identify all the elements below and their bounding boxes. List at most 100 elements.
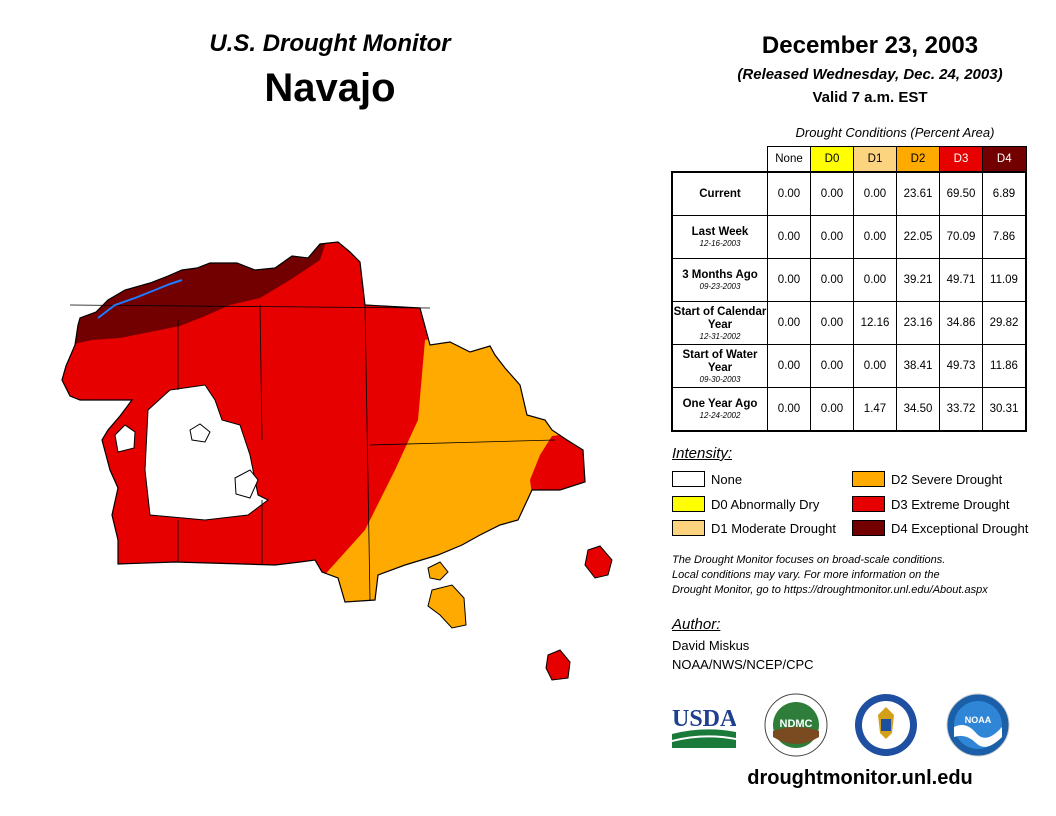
row-date: 12-31-2002 <box>699 331 741 341</box>
usda-logo: USDA <box>672 700 738 750</box>
table-cell: 0.00 <box>767 215 811 259</box>
table-cell: 0.00 <box>810 344 854 388</box>
disclaimer-line: Local conditions may vary. For more info… <box>672 569 940 581</box>
table-cell: 0.00 <box>810 215 854 259</box>
row-label: Current <box>671 171 768 216</box>
noaa-logo-icon: NOAA <box>946 693 1010 757</box>
legend-label: D1 Moderate Drought <box>711 520 837 536</box>
table-cell: 33.72 <box>939 387 983 432</box>
row-label: One Year Ago 12-24-2002 <box>671 387 768 432</box>
satellite-area-south <box>545 649 571 681</box>
table-caption: Drought Conditions (Percent Area) <box>795 125 995 140</box>
table-cell: 49.73 <box>939 344 983 388</box>
table-cell: 0.00 <box>767 171 811 216</box>
col-d1: D1 <box>853 146 897 173</box>
legend-label: D2 Severe Drought <box>891 471 1003 487</box>
table-cell: 22.05 <box>896 215 940 259</box>
table-cell: 0.00 <box>767 344 811 388</box>
commerce-seal-icon <box>855 694 917 756</box>
disclaimer-line: The Drought Monitor focuses on broad-sca… <box>672 554 946 566</box>
table-cell: 7.86 <box>982 215 1027 259</box>
col-d3: D3 <box>939 146 983 173</box>
table-cell: 34.50 <box>896 387 940 432</box>
legend-swatch <box>672 520 705 536</box>
table-header-row: None D0 D1 D2 D3 D4 <box>672 146 1027 173</box>
ndmc-logo-icon: NDMC <box>764 693 828 757</box>
legend-swatch <box>672 496 705 512</box>
satellite-area-small <box>427 561 449 581</box>
release-date: (Released Wednesday, Dec. 24, 2003) <box>737 66 1003 83</box>
row-label: 3 Months Ago 09-23-2003 <box>671 258 768 302</box>
table-row: Last Week 12-16-2003 0.00 0.00 0.00 22.05… <box>671 215 1027 259</box>
table-cell: 0.00 <box>853 171 897 216</box>
table-cell: 0.00 <box>810 171 854 216</box>
table-row: Current 0.00 0.00 0.00 23.61 69.50 6.89 <box>671 171 1027 216</box>
row-label: Start of Calendar Year 12-31-2002 <box>671 301 768 345</box>
drought-stats-table: None D0 D1 D2 D3 D4 Current 0.00 0.00 0.… <box>671 146 1027 432</box>
colorado-river <box>97 279 183 319</box>
table-cell: 70.09 <box>939 215 983 259</box>
ndmc-logo-text: NDMC <box>780 718 813 730</box>
legend-swatch <box>852 496 885 512</box>
col-d0: D0 <box>810 146 854 173</box>
table-cell: 0.00 <box>810 301 854 345</box>
table-cell: 0.00 <box>767 301 811 345</box>
noaa-logo: NOAA <box>946 693 1010 757</box>
table-cell: 0.00 <box>853 258 897 302</box>
table-cell: 29.82 <box>982 301 1027 345</box>
reservation-outline <box>61 241 586 603</box>
drought-map <box>61 241 613 681</box>
author-title: Author: <box>672 616 721 633</box>
table-cell: 0.00 <box>810 258 854 302</box>
table-cell: 0.00 <box>767 387 811 432</box>
table-cell: 11.86 <box>982 344 1027 388</box>
legend-swatch <box>672 471 705 487</box>
region-name: Navajo <box>264 66 396 110</box>
table-row: Start of Calendar Year 12-31-2002 0.00 0.… <box>671 301 1027 345</box>
table-cell: 1.47 <box>853 387 897 432</box>
row-date: 09-30-2003 <box>699 374 741 384</box>
noaa-logo-text: NOAA <box>965 715 992 725</box>
table-cell: 0.00 <box>767 258 811 302</box>
legend-item-none: None <box>672 471 742 487</box>
legend-item-d1: D1 Moderate Drought <box>672 520 836 536</box>
legend-item-d4: D4 Exceptional Drought <box>852 520 1028 536</box>
table-cell: 69.50 <box>939 171 983 216</box>
legend-label: D3 Extreme Drought <box>891 496 1010 512</box>
col-d4: D4 <box>982 146 1027 173</box>
legend-label: D0 Abnormally Dry <box>711 496 820 512</box>
usda-logo-icon: USDA <box>672 706 738 748</box>
row-date: 12-24-2002 <box>699 411 741 420</box>
row-date: 12-16-2003 <box>699 239 741 248</box>
table-row: One Year Ago 12-24-2002 0.00 0.00 1.47 34… <box>671 387 1027 432</box>
satellite-area-ramah <box>427 584 467 629</box>
col-none: None <box>767 146 811 173</box>
table-cell: 23.61 <box>896 171 940 216</box>
table-cell: 11.09 <box>982 258 1027 302</box>
legend-label: None <box>711 471 743 487</box>
ndmc-logo: NDMC <box>764 693 828 757</box>
legend-item-d3: D3 Extreme Drought <box>852 496 1010 512</box>
legend-label: D4 Exceptional Drought <box>891 520 1029 536</box>
disclaimer: The Drought Monitor focuses on broad-sca… <box>672 553 1052 598</box>
table-cell: 38.41 <box>896 344 940 388</box>
legend-swatch <box>852 471 885 487</box>
legend-item-d0: D0 Abnormally Dry <box>672 496 819 512</box>
disclaimer-line: Drought Monitor, go to https://droughtmo… <box>672 584 988 596</box>
legend-item-d2: D2 Severe Drought <box>852 471 1002 487</box>
author-name: David Miskus <box>672 638 750 653</box>
row-date: 09-23-2003 <box>699 282 741 291</box>
site-url[interactable]: droughtmonitor.unl.edu <box>747 767 973 789</box>
table-row: Start of Water Year 09-30-2003 0.00 0.00 … <box>671 344 1027 388</box>
hopi-inner-lobe <box>114 424 136 453</box>
table-cell: 0.00 <box>810 387 854 432</box>
col-d2: D2 <box>896 146 940 173</box>
table-cell: 49.71 <box>939 258 983 302</box>
row-label: Start of Water Year 09-30-2003 <box>671 344 768 388</box>
legend-swatch <box>852 520 885 536</box>
valid-time: Valid 7 a.m. EST <box>812 89 928 106</box>
table-cell: 34.86 <box>939 301 983 345</box>
inner-lobe-3 <box>234 469 259 499</box>
legend-title: Intensity: <box>672 445 733 462</box>
row-label: Last Week 12-16-2003 <box>671 215 768 259</box>
